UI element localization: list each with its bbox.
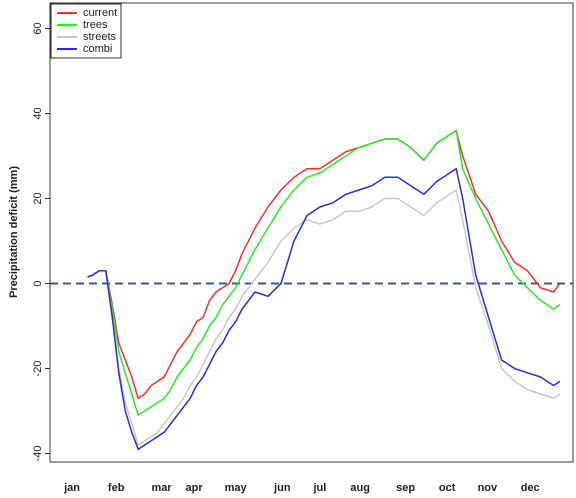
series-line xyxy=(87,189,561,446)
y-tick-label: 60 xyxy=(32,22,44,34)
legend-label: trees xyxy=(83,19,108,31)
legend-label: streets xyxy=(83,31,117,43)
x-tick-label: feb xyxy=(108,482,125,494)
x-tick-label: mar xyxy=(152,482,173,494)
plot-frame xyxy=(49,2,574,463)
y-tick-label: -40 xyxy=(32,446,44,462)
y-tick-label: 20 xyxy=(32,192,44,204)
legend-label: combi xyxy=(83,43,112,55)
x-tick-label: jan xyxy=(63,482,80,494)
series-line xyxy=(87,168,561,451)
y-tick-label: 40 xyxy=(32,107,44,119)
series-line xyxy=(87,129,561,417)
x-tick-label: nov xyxy=(478,482,498,494)
x-tick-label: jun xyxy=(273,482,291,494)
x-tick-label: may xyxy=(225,482,248,494)
y-axis-label: Precipitation deficit (mm) xyxy=(8,166,20,298)
legend-label: current xyxy=(83,7,117,19)
x-tick-label: apr xyxy=(185,482,203,494)
y-tick-label: -20 xyxy=(32,361,44,377)
x-tick-label: oct xyxy=(439,482,456,494)
x-tick-label: dec xyxy=(521,482,540,494)
series-line xyxy=(87,129,561,400)
y-tick-label: 0 xyxy=(32,280,44,286)
x-tick-label: aug xyxy=(350,482,370,494)
x-tick-label: sep xyxy=(396,482,415,494)
x-tick-label: jul xyxy=(313,482,327,494)
